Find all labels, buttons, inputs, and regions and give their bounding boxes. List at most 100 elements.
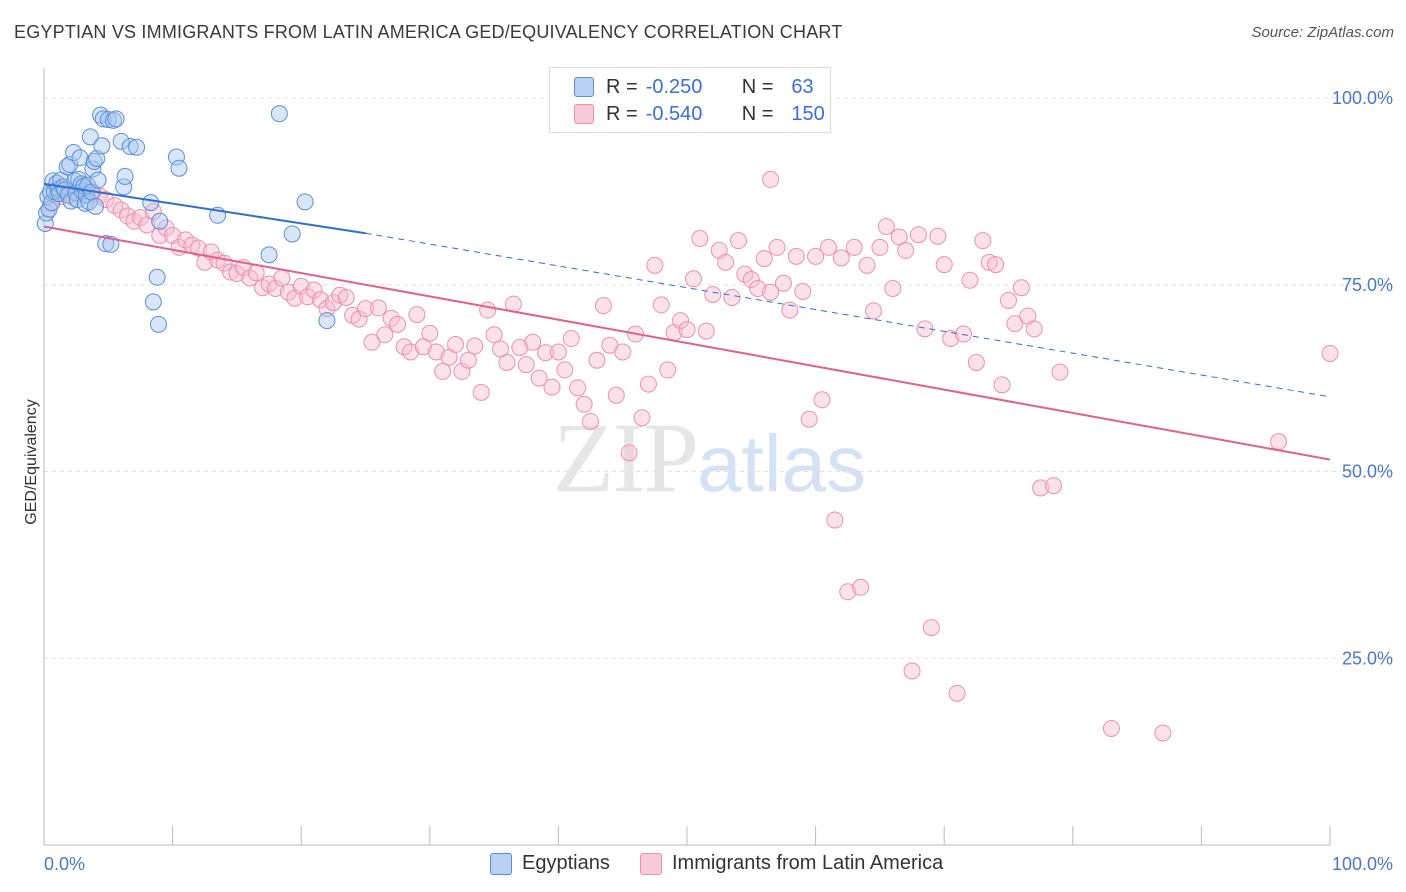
data-point [434, 362, 452, 380]
data-point [929, 227, 947, 245]
data-point [954, 325, 972, 343]
data-point [421, 324, 439, 342]
x-tick-label-min: 0.0% [44, 854, 85, 874]
data-point [382, 309, 400, 327]
data-point [839, 583, 857, 601]
legend-n-value: 63 [791, 75, 814, 98]
data-point [466, 337, 484, 355]
data-point [537, 344, 555, 362]
data-point [260, 246, 278, 264]
data-point [228, 265, 246, 283]
data-point [511, 338, 529, 356]
data-point [1102, 719, 1120, 737]
data-point [807, 247, 825, 265]
legend-n-value: 150 [791, 102, 825, 125]
axis-labels: 25.0% 50.0% 75.0% 100.0% 0.0% 100.0% GED/Equiv… [23, 88, 1393, 874]
data-point [646, 256, 664, 274]
data-point [948, 684, 966, 702]
grid-lines [44, 97, 1392, 659]
data-point [845, 238, 863, 256]
data-point [337, 288, 355, 306]
data-point [85, 152, 103, 170]
trend-lines [43, 182, 1331, 461]
data-point [556, 361, 574, 379]
data-point [884, 279, 902, 297]
data-point [704, 285, 722, 303]
zipatlas-watermark: ZIPatlas [553, 400, 866, 515]
data-point [787, 247, 805, 265]
series-swatch-blue [490, 852, 512, 875]
data-point [897, 241, 915, 259]
data-point [266, 279, 284, 297]
data-point [594, 297, 612, 315]
data-point [40, 200, 58, 218]
data-point [864, 302, 882, 320]
legend-r-label: R = [606, 75, 638, 98]
series-legend-latin-america[interactable]: Immigrants from Latin America [640, 852, 943, 875]
x-tick-label-max: 100.0% [1332, 854, 1393, 874]
data-point [826, 511, 844, 529]
data-point [86, 197, 104, 215]
data-point [170, 159, 188, 177]
data-point [742, 271, 760, 289]
data-point [472, 383, 490, 401]
latin-america-trend-line [43, 225, 1331, 461]
data-point [987, 256, 1005, 274]
data-point [1045, 477, 1063, 495]
series-legend-label: Egyptians [522, 852, 610, 874]
data-point [659, 361, 677, 379]
data-point [813, 391, 831, 409]
data-point [1000, 291, 1017, 309]
data-point [247, 264, 265, 282]
y-tick-label: 100.0% [1332, 88, 1393, 108]
data-point [768, 238, 786, 256]
data-point [196, 253, 214, 271]
data-point [311, 291, 329, 309]
data-point [93, 137, 111, 155]
series-legend: Egyptians Immigrants from Latin America [0, 852, 1406, 878]
data-point [71, 149, 89, 167]
data-point [81, 128, 99, 146]
data-point [369, 299, 387, 317]
data-point [729, 232, 747, 250]
data-point [1051, 363, 1069, 381]
legend-r-value: -0.250 [645, 75, 703, 98]
egyptians-trend-extension [365, 232, 1331, 398]
data-point [543, 378, 561, 396]
data-point [485, 326, 503, 344]
data-point [1032, 479, 1050, 497]
data-point [819, 238, 837, 256]
legend-r-label: R = [606, 102, 638, 125]
data-point [1012, 279, 1030, 297]
data-point [633, 409, 651, 427]
data-point [318, 300, 336, 318]
data-point [144, 293, 162, 311]
data-point [717, 253, 735, 271]
data-point [575, 395, 593, 413]
data-point [774, 274, 792, 292]
data-point [935, 256, 953, 274]
data-point [993, 376, 1011, 394]
data-point [112, 132, 130, 150]
data-point [1006, 315, 1024, 333]
data-point [148, 268, 166, 286]
data-point [524, 333, 542, 351]
data-point [299, 288, 317, 306]
data-point [97, 235, 115, 253]
data-point [723, 288, 741, 306]
data-point [691, 229, 709, 247]
data-point [88, 150, 106, 168]
data-point [569, 379, 587, 397]
data-point [678, 321, 696, 339]
watermark-zip: ZIP [553, 402, 699, 513]
y-tick-label: 25.0% [1342, 648, 1393, 668]
legend-row-latin-america: R = -0.540 N = 150 [574, 101, 825, 127]
chart-title: EGYPTIAN VS IMMIGRANTS FROM LATIN AMERIC… [14, 22, 843, 42]
data-point [749, 279, 767, 297]
data-point [909, 226, 927, 244]
data-point [459, 351, 477, 369]
y-tick-label: 50.0% [1342, 462, 1393, 482]
series-legend-egyptians[interactable]: Egyptians [490, 852, 610, 875]
data-point [852, 578, 870, 596]
data-point [967, 353, 985, 371]
